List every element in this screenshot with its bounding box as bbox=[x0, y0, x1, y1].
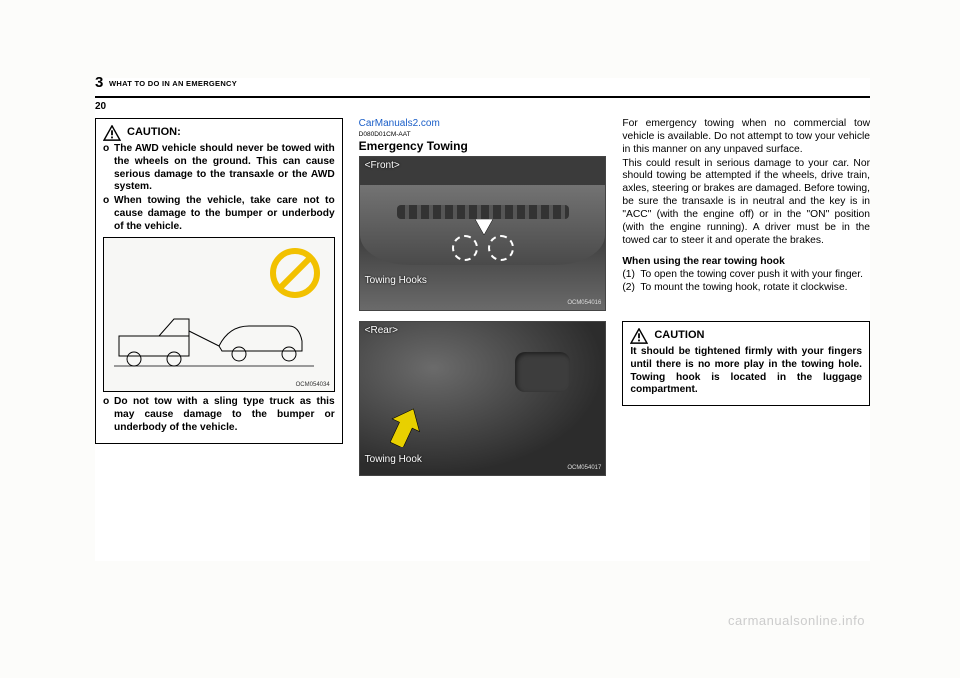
list-item: (1)To open the towing cover push it with… bbox=[622, 269, 870, 282]
step-text: To open the towing cover push it with yo… bbox=[640, 269, 863, 280]
arrow-down-icon bbox=[475, 219, 493, 239]
footer-url: carmanualsonline.info bbox=[728, 613, 865, 628]
photo-caption-rear: Towing Hook bbox=[365, 454, 422, 467]
numbered-list: (1)To open the towing cover push it with… bbox=[622, 269, 870, 295]
caution-item: oDo not tow with a sling type truck as t… bbox=[103, 396, 335, 434]
page-header: 3 WHAT TO DO IN AN EMERGENCY bbox=[95, 78, 870, 90]
caution-text: When towing the vehicle, take care not t… bbox=[114, 195, 335, 232]
front-photo: <Front> Towing Hooks OCM054016 bbox=[359, 156, 607, 311]
caution-label: CAUTION: bbox=[127, 126, 181, 140]
tow-truck-drawing bbox=[114, 301, 314, 371]
figure-code: OCM054017 bbox=[567, 465, 601, 473]
warning-icon bbox=[630, 328, 648, 344]
warning-icon bbox=[103, 125, 121, 141]
grille-shape bbox=[397, 205, 569, 219]
caution-header: CAUTION bbox=[630, 328, 862, 344]
caution-text: It should be tightened firmly with your … bbox=[630, 346, 862, 397]
arrow-icon bbox=[390, 407, 420, 447]
rear-cover-shape bbox=[515, 352, 570, 392]
section-number: 3 bbox=[95, 74, 104, 91]
caution-item: oWhen towing the vehicle, take care not … bbox=[103, 195, 335, 233]
column-2: CarManuals2.com D080D01CM-AAT Emergency … bbox=[359, 118, 607, 548]
figure-code: OCM054016 bbox=[567, 300, 601, 308]
photo-label-front: <Front> bbox=[365, 160, 400, 173]
caution-box: CAUTION It should be tightened firmly wi… bbox=[622, 321, 870, 406]
caution-text: Do not tow with a sling type truck as th… bbox=[114, 396, 335, 433]
illustration-box: OCM054034 bbox=[103, 237, 335, 392]
step-text: To mount the towing hook, rotate it cloc… bbox=[640, 282, 847, 293]
manual-page: 3 WHAT TO DO IN AN EMERGENCY 20 CAUTION: bbox=[95, 78, 870, 561]
section-title: WHAT TO DO IN AN EMERGENCY bbox=[109, 79, 237, 88]
rear-photo: <Rear> Towing Hook OCM054017 bbox=[359, 321, 607, 476]
prohibition-icon bbox=[270, 248, 320, 298]
column-3: For emergency towing when no commercial … bbox=[622, 118, 870, 548]
sub-heading: When using the rear towing hook bbox=[622, 256, 870, 269]
body-paragraph: For emergency towing when no commercial … bbox=[622, 118, 870, 157]
column-1: CAUTION: oThe AWD vehicle should never b… bbox=[95, 118, 343, 548]
caution-item: oThe AWD vehicle should never be towed w… bbox=[103, 143, 335, 194]
source-link: CarManuals2.com bbox=[359, 118, 607, 131]
caution-box: CAUTION: oThe AWD vehicle should never b… bbox=[95, 118, 343, 444]
caution-list: oThe AWD vehicle should never be towed w… bbox=[103, 143, 335, 233]
body-paragraph: This could result in serious damage to y… bbox=[622, 158, 870, 248]
figure-code: OCM054034 bbox=[296, 382, 330, 390]
topic-code: D080D01CM-AAT bbox=[359, 131, 607, 139]
caution-header: CAUTION: bbox=[103, 125, 335, 141]
topic-heading: Emergency Towing bbox=[359, 139, 607, 154]
caution-list-below: oDo not tow with a sling type truck as t… bbox=[103, 396, 335, 434]
caution-label: CAUTION bbox=[654, 329, 704, 343]
page-number: 20 bbox=[95, 101, 106, 112]
caution-text: The AWD vehicle should never be towed wi… bbox=[114, 143, 335, 192]
rear-panel-shape bbox=[360, 322, 606, 475]
photo-label-rear: <Rear> bbox=[365, 325, 398, 338]
header-rule bbox=[95, 96, 870, 98]
photo-caption-front: Towing Hooks bbox=[365, 275, 427, 288]
list-item: (2)To mount the towing hook, rotate it c… bbox=[622, 282, 870, 295]
columns: CAUTION: oThe AWD vehicle should never b… bbox=[95, 118, 870, 548]
